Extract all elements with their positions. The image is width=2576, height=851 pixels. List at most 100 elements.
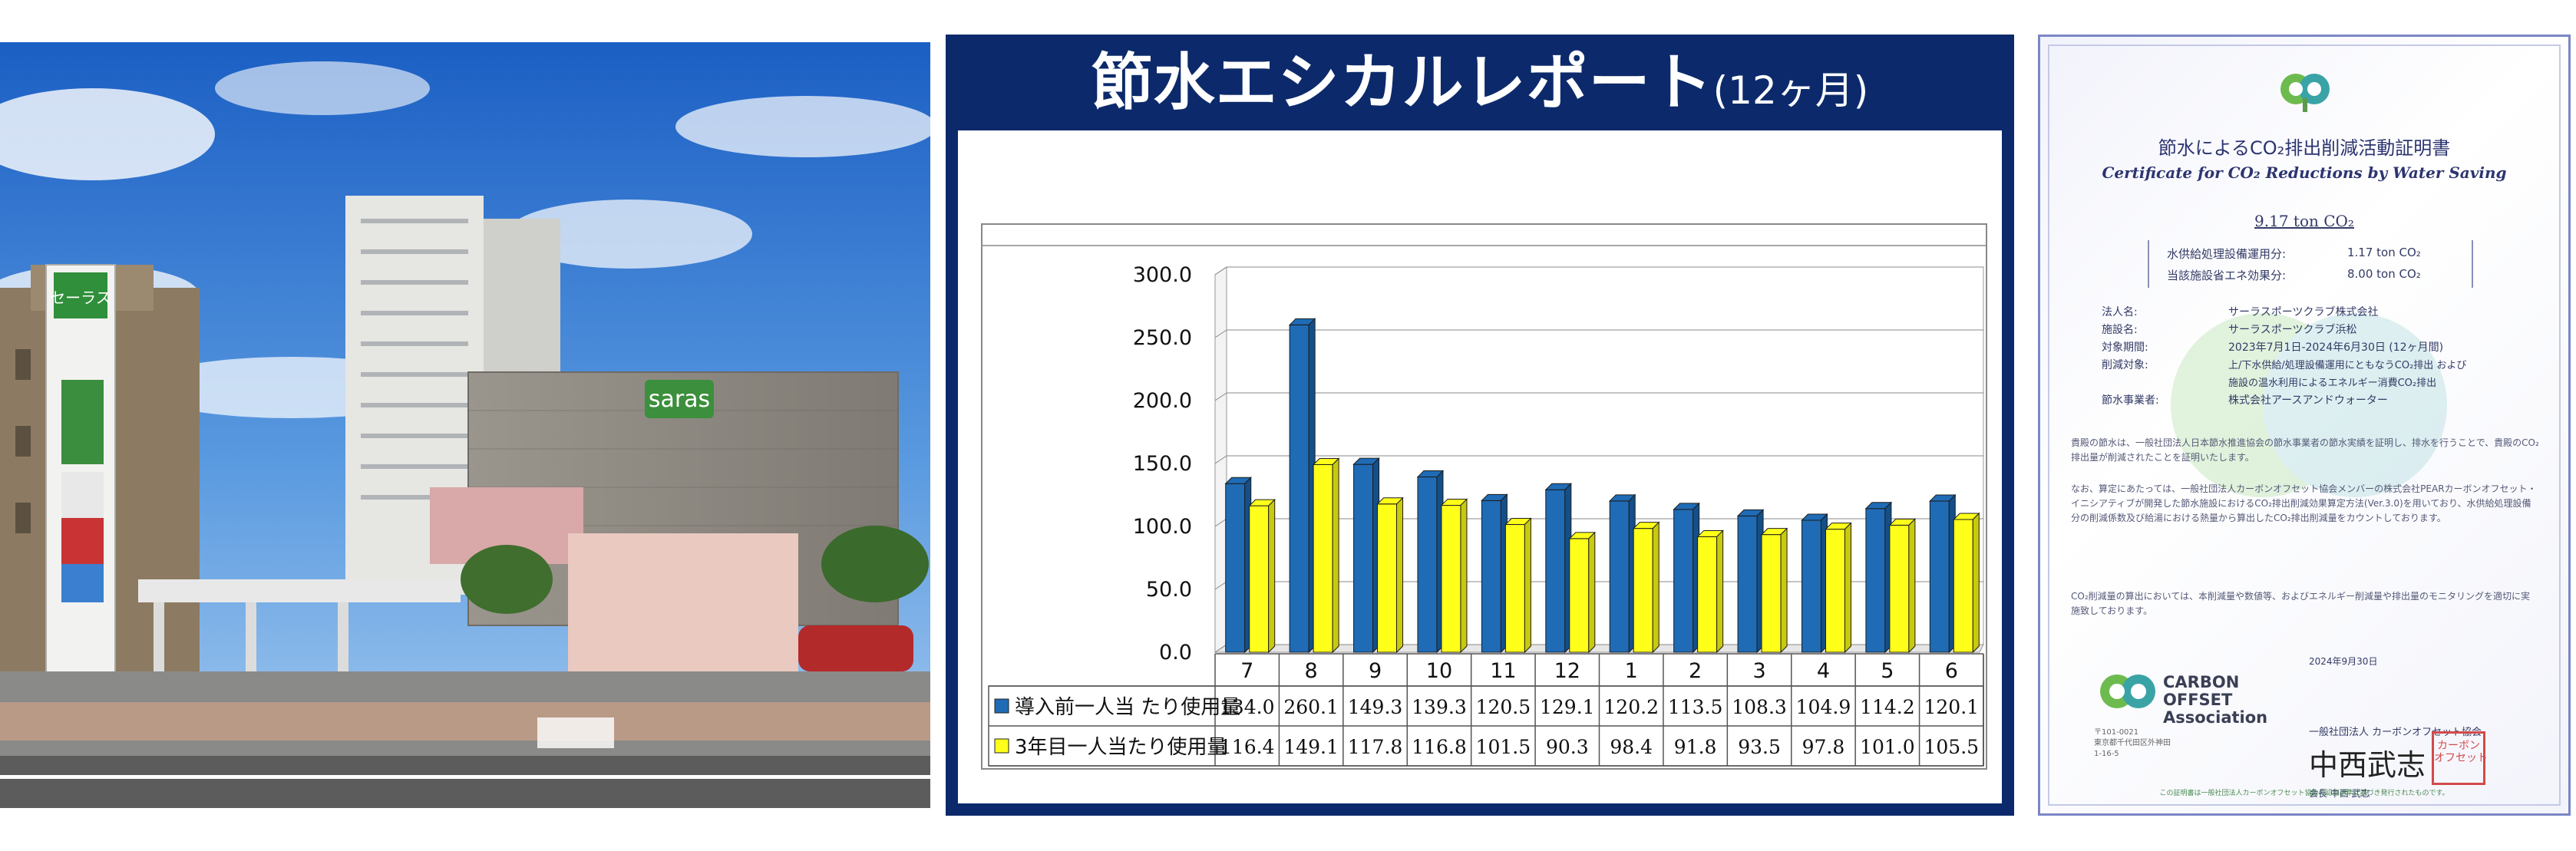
chart-area: 300.0 250.0 200.0 150.0 100.0 50.0 0.0 7 134.0 11… (958, 130, 2002, 803)
bar-before (1545, 489, 1566, 653)
issue-date: 2024年9月30日 (2309, 656, 2378, 667)
bar-year3-side (1588, 531, 1596, 654)
x-category-label: 3 (1752, 659, 1765, 683)
y-tick-label: 250.0 (1133, 326, 1192, 350)
data-value-label: 149.3 (1348, 696, 1403, 718)
bar-before (1225, 483, 1246, 653)
data-value-label: 134.0 (1220, 696, 1275, 718)
data-value-label: 93.5 (1738, 736, 1781, 758)
legend-swatch (994, 738, 1009, 754)
field-value: 株式会社アースアンドウォーター (2228, 394, 2388, 407)
bar-year3 (1377, 503, 1398, 653)
field-value: サーラスポーツクラブ浜松 (2228, 324, 2357, 336)
ethical-report-panel: 節水エシカルレポート(12ヶ月) 300.0 250.0 200.0 150.0 100… (946, 35, 2014, 816)
field-label: 対象期間: (2102, 341, 2148, 354)
bar-year3-side (1396, 496, 1404, 654)
x-category-label: 10 (1426, 659, 1452, 683)
certificate-body-3: CO₂削減量の算出においては、本削減量や数値等、およびエネルギー削減量や排出量の… (2071, 591, 2531, 616)
bar-year3 (1953, 519, 1973, 653)
certificate-footer: この証明書は一般社団法人カーボンオフセット協会の認証基準に基づき発行されたもので… (2159, 790, 2449, 797)
water-usage-chart: 300.0250.0200.0150.0100.050.00.07134.011… (981, 223, 1987, 770)
bar-year3-side (1908, 518, 1916, 654)
bar-before (1865, 508, 1886, 653)
bar-year3 (1825, 529, 1845, 653)
bar-year3-side (1716, 529, 1724, 654)
carbon-offset-logo-icon (2100, 675, 2155, 708)
bar-year3 (1889, 524, 1910, 653)
bar-before (1353, 463, 1374, 653)
bar-year3 (1761, 534, 1782, 653)
legend-label: 導入前一人当 たり使用量 (1015, 696, 1240, 719)
x-category-label: 6 (1945, 659, 1958, 683)
report-title-period: (12ヶ月) (1712, 68, 1869, 113)
bar-before (1801, 520, 1821, 653)
data-value-label: 120.5 (1476, 696, 1531, 718)
data-value-label: 91.8 (1674, 736, 1717, 758)
field-label: 施設名: (2102, 324, 2138, 336)
field-label: 削減対象: (2102, 359, 2148, 371)
gridline-diag (1214, 644, 1227, 653)
bar-year3-side (1460, 498, 1468, 654)
breakdown-value-1: 1.17 ton CO₂ (2347, 246, 2421, 259)
y-tick-label: 300.0 (1133, 263, 1192, 287)
bar-before (1609, 500, 1630, 653)
field-value: サーラスポーツクラブ株式会社 (2228, 306, 2379, 318)
bar-year3-side (1844, 522, 1851, 654)
data-value-label: 113.5 (1668, 696, 1723, 718)
breakdown-label-1: 水供給処理設備運用分: (2167, 247, 2287, 261)
y-tick-label: 200.0 (1133, 389, 1192, 413)
svg-text:saras: saras (649, 386, 710, 413)
x-category-label: 1 (1625, 659, 1638, 683)
bar-year3 (1633, 528, 1653, 653)
bar-before (1481, 500, 1501, 653)
report-title-main: 節水エシカルレポート (1091, 47, 1713, 118)
representative: 会長 中西 武志 (2309, 788, 2370, 799)
data-value-label: 139.3 (1412, 696, 1467, 718)
certificate-border (2048, 45, 2561, 806)
gridline-diag (1214, 266, 1227, 275)
x-category-label: 12 (1554, 659, 1580, 683)
data-value-label: 97.8 (1802, 736, 1845, 758)
bar-year3-side (1332, 457, 1339, 654)
association-name: CARBON OFFSET Association (2163, 673, 2268, 727)
data-value-label: 105.5 (1924, 736, 1980, 758)
mall-sign (645, 380, 714, 418)
issuer-org: 一般社団法人 カーボンオフセット協会 (2309, 727, 2482, 738)
bar-before (1737, 515, 1758, 653)
data-value-label: 101.5 (1476, 736, 1531, 758)
data-value-label: 108.3 (1732, 696, 1787, 718)
bar-before (1417, 477, 1438, 653)
bar-year3-side (1972, 512, 1980, 654)
field-value: 2023年7月1日-2024年6月30日 (12ヶ月間) (2228, 341, 2444, 354)
x-category-label: 2 (1689, 659, 1702, 683)
bar-before (1673, 509, 1694, 653)
bar-year3 (1569, 538, 1590, 653)
leaf-logo-icon (2280, 74, 2330, 112)
bar-before (1289, 324, 1309, 653)
report-title: 節水エシカルレポート(12ヶ月) (946, 35, 2014, 130)
breakdown-box (2148, 240, 2473, 288)
data-value-label: 114.2 (1860, 696, 1915, 718)
building-photo: saras セーラス (0, 42, 930, 808)
x-category-label: 11 (1490, 659, 1516, 683)
data-value-label: 98.4 (1610, 736, 1653, 758)
y-tick-label: 0.0 (1159, 641, 1192, 665)
co2-certificate: 節水によるCO₂排出削減活動証明書 Certificate for CO₂ Re… (2038, 35, 2571, 816)
association-address: 〒101-0021 東京都千代田区外神田 1-16-5 (2094, 728, 2171, 758)
data-value-label: 117.8 (1348, 736, 1403, 758)
legend-label: 3年目一人当たり使用量 (1015, 736, 1227, 759)
x-category-label: 9 (1369, 659, 1382, 683)
data-value-label: 260.1 (1283, 696, 1339, 718)
bar-year3-side (1780, 527, 1788, 654)
x-category-label: 4 (1817, 659, 1830, 683)
field-label: 節水事業者: (2102, 394, 2159, 407)
data-value-label: 120.2 (1603, 696, 1659, 718)
y-tick-label: 150.0 (1133, 452, 1192, 476)
y-tick-label: 50.0 (1146, 578, 1192, 602)
x-category-label: 7 (1240, 659, 1253, 683)
data-value-label: 116.8 (1412, 736, 1467, 758)
gridline-diag (1214, 518, 1227, 527)
bar-before (1929, 500, 1950, 653)
data-value-label: 129.1 (1540, 696, 1595, 718)
x-category-label: 8 (1305, 659, 1318, 683)
